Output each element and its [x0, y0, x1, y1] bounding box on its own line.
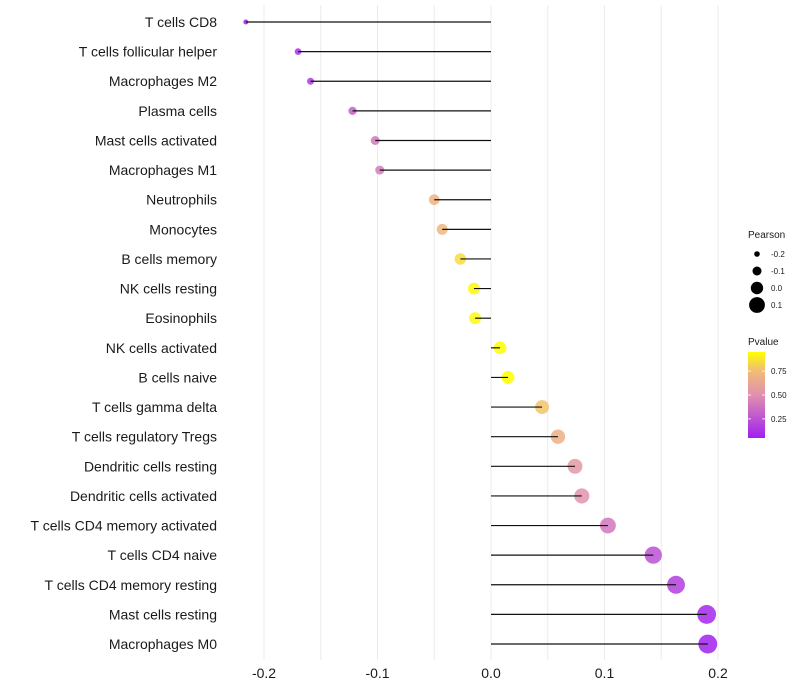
- y-category-label: B cells naive: [138, 369, 217, 385]
- y-category-label: T cells CD4 naive: [108, 547, 218, 563]
- colorbar-label: 0.50: [771, 391, 787, 400]
- y-category-label: Macrophages M2: [109, 73, 217, 89]
- size-legend-key: [752, 266, 762, 276]
- y-category-label: T cells regulatory Tregs: [72, 429, 217, 445]
- y-category-label: B cells memory: [121, 251, 217, 267]
- y-category-label: T cells gamma delta: [92, 399, 217, 415]
- y-category-label: T cells CD4 memory activated: [31, 518, 217, 534]
- lollipop-points: [243, 19, 718, 654]
- grid-lines: [263, 5, 719, 660]
- pearson-legend-title: Pearson: [748, 230, 785, 241]
- size-legend-key: [754, 251, 760, 257]
- x-tick-label: 0.1: [595, 665, 615, 681]
- x-tick-label: -0.2: [252, 665, 276, 681]
- lollipop-stems: [245, 21, 708, 645]
- lollipop-point: [644, 546, 662, 564]
- colorbar-label: 0.25: [771, 415, 787, 424]
- y-category-label: Neutrophils: [146, 192, 217, 208]
- y-category-label: T cells CD8: [145, 14, 217, 30]
- y-category-label: NK cells resting: [120, 281, 217, 297]
- y-axis-labels: T cells CD8 T cells follicular helper Macr…: [31, 14, 218, 652]
- y-category-label: Macrophages M0: [109, 636, 217, 652]
- y-category-label: T cells follicular helper: [79, 44, 218, 60]
- size-legend-key: [749, 297, 765, 313]
- x-tick-label: -0.1: [365, 665, 389, 681]
- y-category-label: T cells CD4 memory resting: [45, 577, 217, 593]
- pvalue-color-legend: Pvalue 0.75 0.50 0.25: [748, 337, 787, 438]
- y-category-label: Dendritic cells resting: [84, 458, 217, 474]
- y-category-label: Mast cells resting: [109, 606, 217, 622]
- colorbar-label: 0.75: [771, 367, 787, 376]
- y-category-label: Dendritic cells activated: [70, 488, 217, 504]
- y-category-label: Plasma cells: [138, 103, 217, 119]
- size-legend-label: -0.2: [771, 250, 785, 259]
- y-category-label: Macrophages M1: [109, 162, 217, 178]
- y-category-label: Eosinophils: [145, 310, 217, 326]
- y-category-label: Monocytes: [149, 221, 217, 237]
- size-legend-label: 0.1: [771, 301, 783, 310]
- y-category-label: Mast cells activated: [95, 132, 217, 148]
- y-category-label: NK cells activated: [106, 340, 217, 356]
- x-tick-label: 0.0: [481, 665, 501, 681]
- x-axis-labels: -0.2 -0.1 0.0 0.1 0.2: [252, 665, 728, 681]
- lollipop-point: [307, 77, 315, 85]
- size-legend-key: [750, 281, 764, 295]
- pearson-size-legend: Pearson -0.2 -0.1 0.0 0.1: [748, 230, 785, 313]
- size-legend-label: 0.0: [771, 284, 783, 293]
- size-legend-label: -0.1: [771, 267, 785, 276]
- pvalue-legend-title: Pvalue: [748, 337, 779, 348]
- x-tick-label: 0.2: [708, 665, 728, 681]
- pvalue-colorbar: [748, 352, 765, 438]
